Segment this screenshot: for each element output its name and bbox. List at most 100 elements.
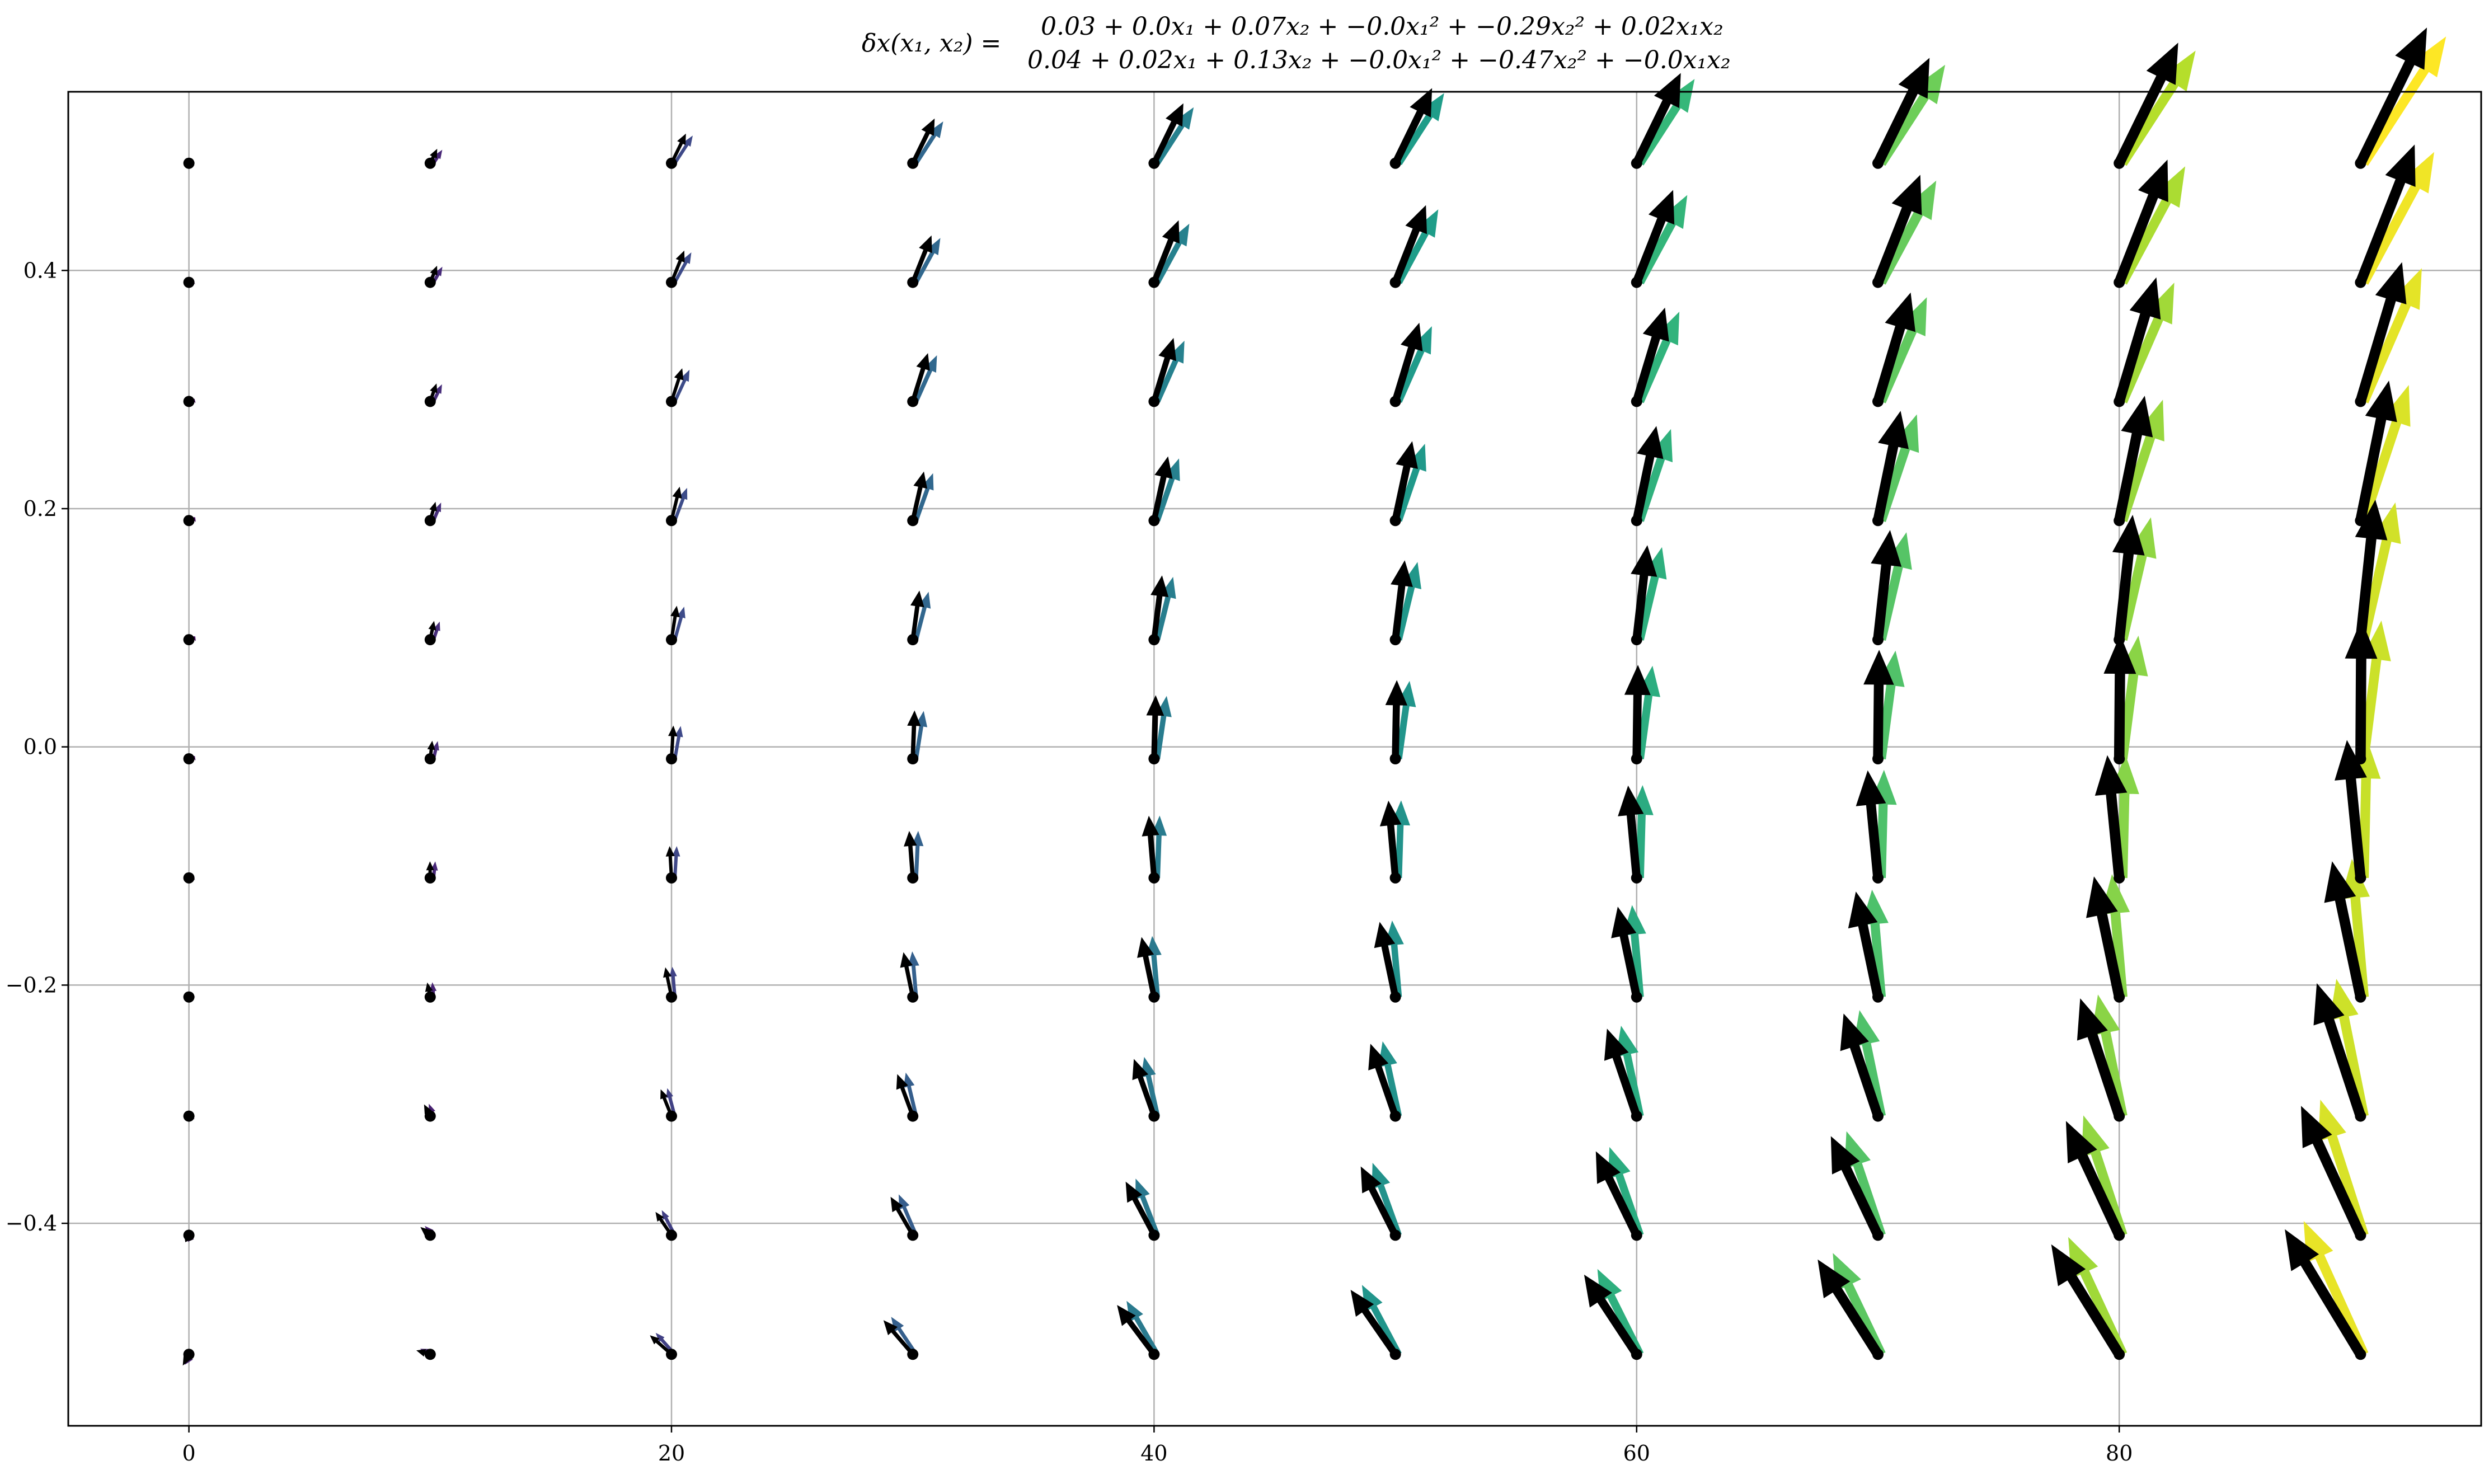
learned-field-arrow	[2335, 740, 2367, 879]
learned-field-arrow	[2345, 619, 2378, 759]
sample-point	[907, 1110, 919, 1122]
true-field-arrow	[1396, 93, 1444, 166]
sample-point	[907, 157, 919, 169]
learned-field-arrow	[910, 471, 927, 522]
sample-point	[183, 396, 195, 407]
x-tick-label: 60	[1623, 1441, 1650, 1466]
sample-point	[1872, 753, 1884, 764]
learned-field-arrow	[2355, 144, 2416, 284]
learned-field-arrow	[1392, 88, 1433, 165]
sample-point	[666, 753, 677, 764]
sample-point	[907, 991, 919, 1003]
sample-point	[666, 1229, 677, 1241]
sample-point	[1872, 1229, 1884, 1241]
x-tick-label: 0	[182, 1441, 196, 1466]
learned-field-arrow	[2103, 635, 2136, 759]
learned-field-arrow	[670, 133, 686, 164]
sample-point	[183, 276, 195, 288]
learned-field-arrow	[1391, 560, 1413, 640]
true-field-arrow	[666, 1088, 677, 1117]
sample-point	[1389, 276, 1401, 288]
learned-field-arrow	[1873, 411, 1909, 522]
sample-point	[666, 515, 677, 527]
sample-point	[2355, 157, 2366, 169]
true-field-arrow	[914, 238, 941, 284]
sample-point	[1631, 753, 1642, 764]
sample-point	[2114, 276, 2125, 288]
sample-point	[1148, 1229, 1160, 1241]
learned-field-arrow	[1873, 292, 1915, 403]
sample-point	[2114, 1229, 2125, 1241]
learned-field-arrow	[1863, 650, 1894, 759]
learned-field-arrow	[910, 118, 935, 165]
learned-field-arrows	[182, 27, 2427, 1366]
sample-point	[666, 276, 677, 288]
sample-point	[183, 753, 195, 764]
sample-point	[183, 634, 195, 646]
sample-point	[1148, 872, 1160, 884]
learned-field-arrow	[655, 1211, 673, 1237]
learned-field-arrow	[2114, 277, 2161, 403]
learned-field-arrow	[2065, 1121, 2124, 1238]
sample-point	[424, 276, 436, 288]
sample-point	[424, 991, 436, 1003]
true-field-arrow	[891, 1317, 918, 1356]
learned-field-arrow	[1856, 770, 1886, 879]
sample-point	[1148, 1110, 1160, 1122]
learned-field-arrow	[663, 967, 673, 998]
sample-point	[1389, 515, 1401, 527]
learned-field-arrow	[2114, 43, 2178, 166]
sample-point	[424, 515, 436, 527]
sample-point	[666, 634, 677, 646]
sample-point	[2355, 276, 2366, 288]
sample-point	[1148, 1349, 1160, 1360]
sample-point	[424, 634, 436, 646]
sample-point	[1872, 872, 1884, 884]
sample-point	[1389, 872, 1401, 884]
learned-field-arrow	[910, 353, 930, 402]
sample-point	[1148, 157, 1160, 169]
sample-point	[1148, 276, 1160, 288]
learned-field-arrow	[1392, 322, 1423, 403]
title-equation-line-2: 0.04 + 0.02x₁ + 0.13x₂ + −0.0x₁² + −0.47…	[1027, 46, 1731, 74]
sample-point	[666, 157, 677, 169]
sample-point	[1631, 1110, 1642, 1122]
sample-point	[1148, 396, 1160, 407]
sample-point	[907, 634, 919, 646]
true-field-arrow	[914, 473, 934, 522]
learned-field-arrow	[2313, 983, 2366, 1118]
sample-point	[2114, 157, 2125, 169]
sample-points	[183, 157, 2366, 1360]
learned-field-arrow	[670, 486, 682, 521]
x-tick-label: 40	[1140, 1441, 1167, 1466]
learned-field-arrow	[883, 1320, 914, 1356]
learned-field-arrow	[668, 725, 678, 759]
sample-point	[1389, 1229, 1401, 1241]
learned-field-arrow	[1146, 695, 1164, 759]
true-field-arrow	[914, 121, 943, 165]
sample-point	[2355, 396, 2366, 407]
true-field-arrow	[669, 966, 677, 997]
true-field-arrow	[1135, 1178, 1160, 1237]
sample-point	[907, 753, 919, 764]
true-field-arrow	[1597, 1269, 1644, 1356]
sample-point	[424, 1110, 436, 1122]
sample-point	[1389, 753, 1401, 764]
true-field-arrow	[2082, 1115, 2128, 1237]
sample-point	[1389, 1110, 1401, 1122]
true-field-arrow	[673, 369, 690, 402]
sample-point	[2355, 515, 2366, 527]
sample-point	[1872, 991, 1884, 1003]
sample-point	[424, 872, 436, 884]
true-field-arrow	[1361, 1285, 1402, 1356]
learned-field-arrow	[904, 830, 917, 879]
y-tick-label: −0.2	[6, 973, 57, 997]
true-field-arrow	[673, 607, 685, 640]
y-tick-label: 0.0	[24, 735, 57, 759]
sample-point	[183, 157, 195, 169]
sample-point	[2355, 1110, 2366, 1122]
sample-point	[1148, 991, 1160, 1003]
learned-field-arrow	[2285, 1229, 2365, 1358]
sample-point	[1631, 991, 1642, 1003]
true-field-arrow	[429, 982, 437, 997]
